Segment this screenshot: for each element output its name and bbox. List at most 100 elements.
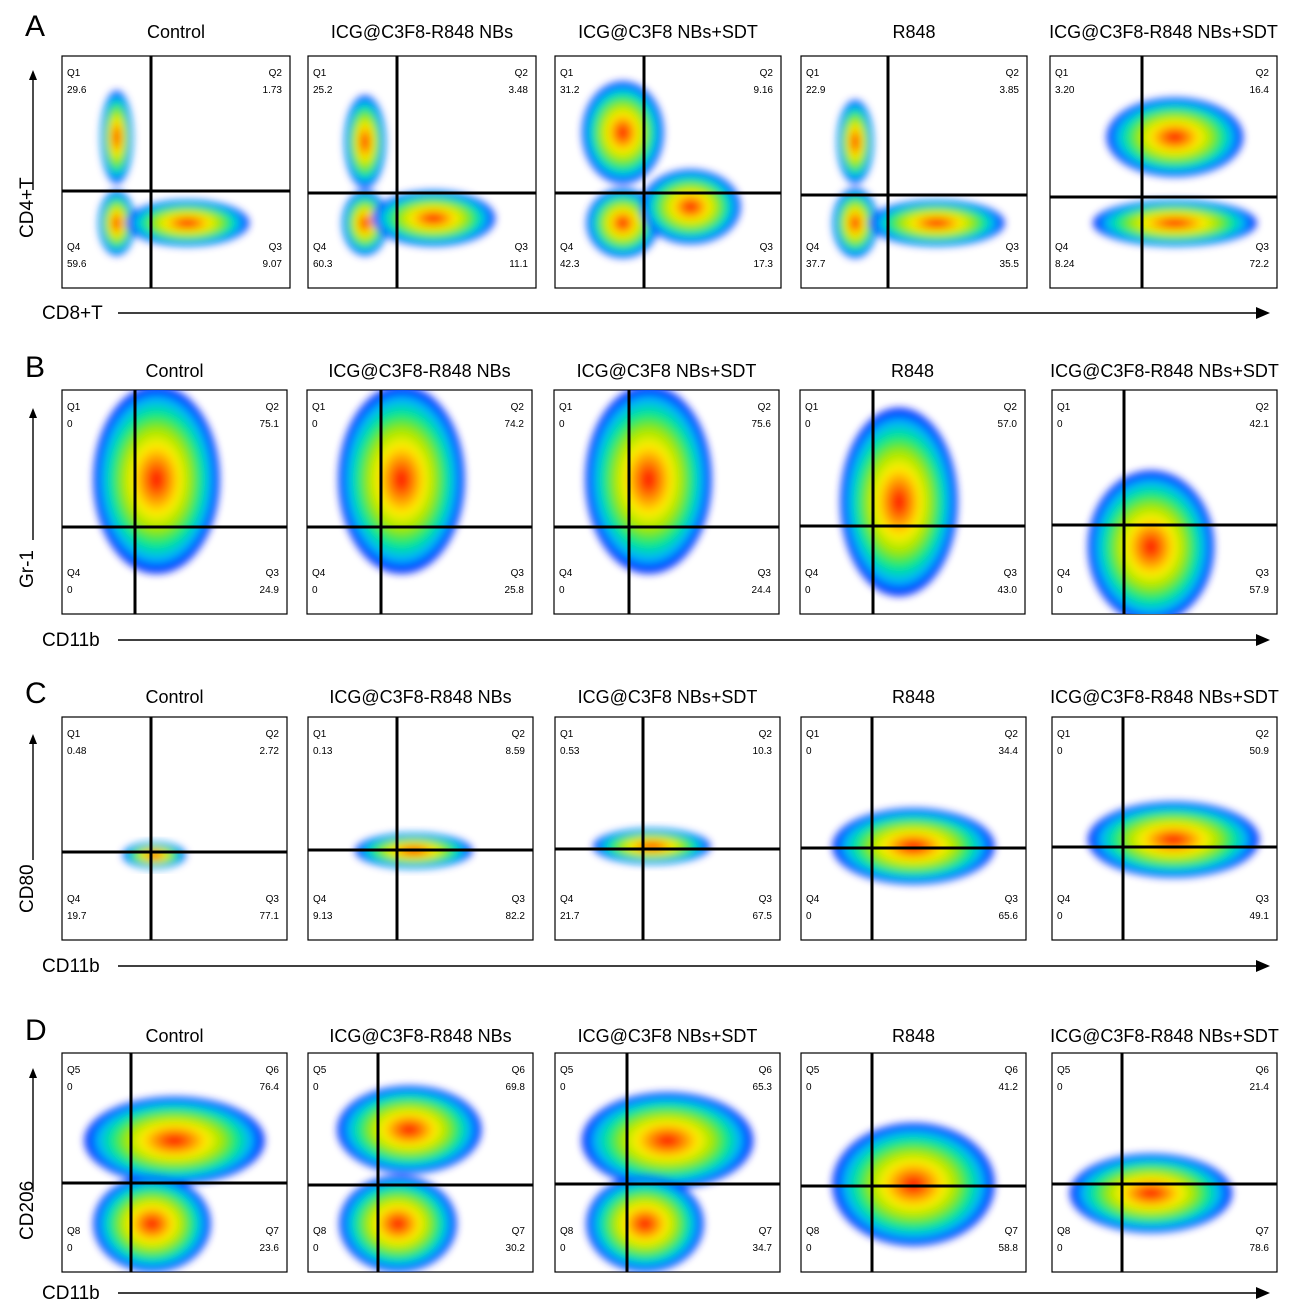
plot-title: ICG@C3F8-R848 NBs bbox=[328, 361, 510, 381]
quadrant-name: Q1 bbox=[67, 402, 81, 413]
quadrant-percentage: 0 bbox=[806, 1082, 812, 1093]
plot-title: Control bbox=[145, 687, 203, 707]
flow-plot: R848 Q5 0 Q6 41.2 Q7 58.8 Q8 0 bbox=[800, 1026, 1027, 1273]
density-blob bbox=[832, 188, 878, 258]
density-blob bbox=[122, 841, 186, 869]
y-axis-arrowhead bbox=[29, 1068, 37, 1078]
quadrant-name: Q2 bbox=[758, 402, 772, 413]
flow-plot: Control Q5 0 Q6 76.4 Q7 23.6 Q8 0 bbox=[61, 1026, 288, 1273]
quadrant-percentage: 67.5 bbox=[753, 911, 773, 922]
quadrant-percentage: 30.2 bbox=[506, 1243, 526, 1254]
quadrant-percentage: 0 bbox=[1057, 746, 1063, 757]
quadrant-percentage: 0 bbox=[67, 419, 73, 430]
y-axis-label: CD206 bbox=[17, 1181, 38, 1240]
quadrant-percentage: 72.2 bbox=[1250, 259, 1270, 270]
quadrant-percentage: 0 bbox=[1057, 585, 1063, 596]
quadrant-name: Q3 bbox=[1005, 894, 1019, 905]
quadrant-name: Q7 bbox=[759, 1226, 773, 1237]
plot-title: ICG@C3F8-R848 NBs+SDT bbox=[1050, 361, 1279, 381]
quadrant-name: Q3 bbox=[512, 894, 526, 905]
density-blob bbox=[868, 199, 1005, 247]
panel-a: A CD4+T CD8+T Control Q1 29.6 Q2 1.73 Q3 9.07 Q4 59… bbox=[17, 10, 1278, 324]
plot-title: ICG@C3F8 NBs+SDT bbox=[578, 1026, 758, 1046]
quadrant-percentage: 41.2 bbox=[999, 1082, 1019, 1093]
quadrant-percentage: 75.6 bbox=[752, 419, 772, 430]
flow-plot: ICG@C3F8 NBs+SDT Q1 0.53 Q2 10.3 Q3 67.5 Q4 21.7 bbox=[554, 687, 781, 941]
flow-plot: ICG@C3F8 NBs+SDT Q1 31.2 Q2 9.16 Q3 17.3 Q4 42.3 bbox=[554, 22, 782, 289]
quadrant-percentage: 49.1 bbox=[1250, 911, 1270, 922]
panel-letter: B bbox=[25, 351, 45, 384]
x-axis-arrowhead bbox=[1256, 634, 1270, 646]
y-axis-label: CD80 bbox=[17, 864, 38, 913]
plot-frame bbox=[307, 55, 537, 289]
panel-letter: D bbox=[25, 1014, 47, 1047]
quadrant-percentage: 69.8 bbox=[506, 1082, 526, 1093]
density-blob bbox=[585, 390, 712, 574]
quadrant-name: Q3 bbox=[759, 894, 773, 905]
quadrant-name: Q4 bbox=[313, 894, 327, 905]
quadrant-percentage: 0 bbox=[1057, 1243, 1063, 1254]
quadrant-percentage: 35.5 bbox=[1000, 259, 1020, 270]
quadrant-percentage: 23.6 bbox=[260, 1243, 280, 1254]
quadrant-percentage: 31.2 bbox=[560, 85, 580, 96]
quadrant-name: Q2 bbox=[266, 729, 280, 740]
density-blob bbox=[832, 1123, 995, 1246]
flow-plot: R848 Q1 22.9 Q2 3.85 Q3 35.5 Q4 37.7 bbox=[800, 22, 1028, 289]
quadrant-percentage: 8.59 bbox=[506, 746, 526, 757]
quadrant-percentage: 76.4 bbox=[260, 1082, 280, 1093]
quadrant-name: Q1 bbox=[805, 402, 819, 413]
plot-frame bbox=[554, 55, 782, 289]
flow-plot: Control Q1 0 Q2 75.1 Q3 24.9 Q4 0 bbox=[61, 361, 288, 615]
quadrant-percentage: 65.6 bbox=[999, 911, 1019, 922]
quadrant-name: Q4 bbox=[806, 242, 820, 253]
quadrant-name: Q1 bbox=[1055, 68, 1069, 79]
quadrant-name: Q6 bbox=[759, 1065, 773, 1076]
quadrant-name: Q4 bbox=[560, 242, 574, 253]
quadrant-name: Q3 bbox=[1256, 894, 1270, 905]
plot-frame bbox=[61, 716, 288, 941]
y-axis-arrowhead bbox=[29, 734, 37, 744]
y-axis-arrowhead bbox=[29, 408, 37, 418]
quadrant-name: Q5 bbox=[1057, 1065, 1071, 1076]
x-axis-arrowhead bbox=[1256, 1287, 1270, 1299]
flow-plot: ICG@C3F8-R848 NBs Q5 0 Q6 69.8 Q7 30.2 Q8 0 bbox=[307, 1026, 534, 1273]
quadrant-name: Q2 bbox=[1005, 729, 1019, 740]
density-blob bbox=[98, 190, 135, 256]
quadrant-name: Q8 bbox=[1057, 1226, 1071, 1237]
x-axis-label: CD8+T bbox=[42, 303, 103, 324]
quadrant-name: Q3 bbox=[1004, 568, 1018, 579]
density-blob bbox=[1070, 1153, 1232, 1233]
quadrant-name: Q1 bbox=[313, 729, 327, 740]
density-blob bbox=[339, 1175, 457, 1272]
density-blob bbox=[582, 81, 664, 184]
density-blob bbox=[344, 95, 386, 189]
density-blob bbox=[837, 100, 874, 184]
panel-b: BGr-1CD11bControlQ10Q275.1Q324.9Q40ICG@C… bbox=[17, 351, 1279, 651]
quadrant-percentage: 21.4 bbox=[1250, 1082, 1270, 1093]
density-blob bbox=[832, 808, 995, 885]
quadrant-name: Q5 bbox=[67, 1065, 81, 1076]
quadrant-percentage: 3.48 bbox=[509, 85, 529, 96]
quadrant-name: Q7 bbox=[1256, 1226, 1270, 1237]
quadrant-percentage: 0 bbox=[806, 746, 812, 757]
quadrant-name: Q4 bbox=[559, 568, 573, 579]
quadrant-name: Q7 bbox=[266, 1226, 280, 1237]
quadrant-name: Q4 bbox=[1055, 242, 1069, 253]
density-blob bbox=[1088, 470, 1214, 614]
plot-title: ICG@C3F8-R848 NBs bbox=[329, 1026, 511, 1046]
plot-title: Control bbox=[147, 22, 205, 42]
quadrant-percentage: 0 bbox=[805, 419, 811, 430]
quadrant-name: Q3 bbox=[760, 242, 774, 253]
quadrant-percentage: 0 bbox=[67, 1082, 73, 1093]
quadrant-percentage: 59.6 bbox=[67, 259, 87, 270]
quadrant-name: Q8 bbox=[67, 1226, 81, 1237]
flow-plot: ICG@C3F8-R848 NBs Q1 0.13 Q2 8.59 Q3 82.2 Q4 9.1… bbox=[307, 687, 534, 941]
density-blob bbox=[93, 390, 220, 574]
quadrant-name: Q4 bbox=[560, 894, 574, 905]
quadrant-name: Q6 bbox=[1005, 1065, 1019, 1076]
quadrant-percentage: 9.13 bbox=[313, 911, 333, 922]
panel-letter: C bbox=[25, 677, 47, 710]
flow-plot: R848 Q1 0 Q2 57.0 Q3 43.0 Q4 0 bbox=[799, 361, 1026, 615]
quadrant-name: Q2 bbox=[1256, 68, 1270, 79]
quadrant-name: Q1 bbox=[560, 729, 574, 740]
